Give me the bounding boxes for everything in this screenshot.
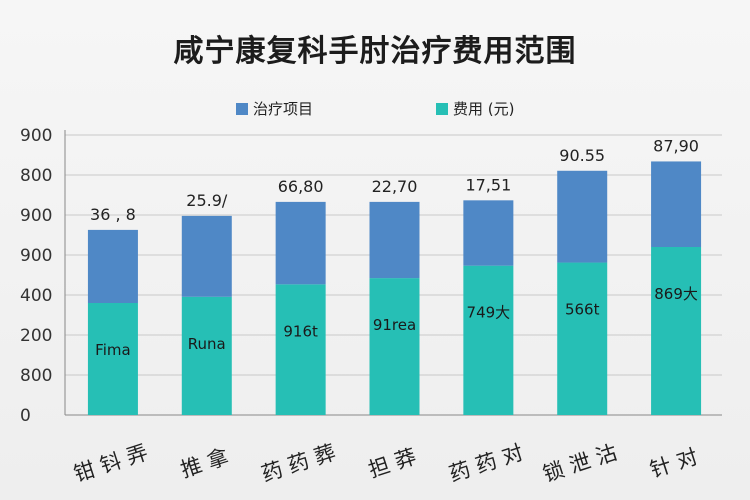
bar-treatment [181,215,232,297]
y-tick-label: 900 [20,206,52,226]
bar-top-label: 66,80 [278,177,324,196]
y-tick-label: 200 [20,326,52,346]
chart-legend: 治疗项目 费用 (元) [0,98,750,122]
bar-cost [463,265,514,415]
bar-cost [651,247,702,415]
bar-cost [557,262,608,415]
bar-inner-label: 916t [283,322,318,340]
bar-inner-label: 566t [565,301,600,319]
y-tick-label: 800 [20,166,52,186]
x-tick-label: 推 拿 [178,444,232,482]
bar-treatment [557,170,608,263]
chart-title: 咸宁康复科手肘治疗费用范围 [173,34,577,69]
y-tick-label: 800 [20,366,52,386]
legend-label-cost: 费用 (元) [453,100,515,118]
bar-inner-label: 869大 [654,285,698,303]
bar-top-label: 25.9/ [186,191,228,210]
x-tick-label: 药 药 对 [446,440,526,486]
bar-treatment [369,201,420,279]
bar-top-label: 22,70 [372,177,418,196]
bar-cost [87,303,138,415]
bar-cost [181,296,232,415]
bar-top-label: 90.55 [559,146,605,165]
legend-label-treatment: 治疗项目 [253,100,314,118]
x-tick-label: 担 莽 [365,444,419,482]
x-tick-label: 锁 泄 沽 [540,440,620,486]
bar-treatment [651,161,702,247]
x-tick-label: 钳 钭 弄 [71,440,151,486]
bar-inner-label: 91rea [373,316,416,334]
y-tick-label: 900 [20,246,52,266]
bar-treatment [463,200,514,266]
y-tick-label: 400 [20,286,52,306]
bar-top-label: 17,51 [465,175,511,194]
bar-top-label: 87,90 [653,136,699,155]
x-tick-label: 药 药 葬 [258,440,338,486]
bar-cost [275,284,326,415]
bar-inner-label: Runa [188,335,226,353]
bar-inner-label: Fima [95,341,131,359]
legend-item-treatment: 治疗项目 [236,98,313,119]
bar-treatment [275,201,326,285]
y-tick-label: 900 [20,126,52,146]
y-tick-label: 0 [20,406,31,426]
bar-inner-label: 749大 [467,304,511,322]
legend-item-cost: 费用 (元) [436,98,514,119]
bar-top-label: 36 , 8 [90,205,136,224]
legend-swatch-treatment [236,102,248,115]
bar-treatment [87,229,138,303]
legend-swatch-cost [436,102,448,115]
bar-cost [369,278,420,415]
x-tick-label: 针 对 [647,444,701,482]
